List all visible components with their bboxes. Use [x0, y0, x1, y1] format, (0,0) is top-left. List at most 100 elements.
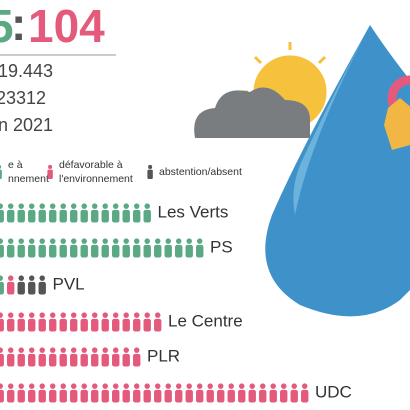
person-icon [0, 383, 4, 403]
icon-head [7, 312, 14, 318]
icon-body [269, 389, 277, 403]
person-icon [133, 203, 141, 223]
person-icon [0, 275, 4, 295]
icon-head [81, 312, 87, 318]
icon-head [270, 383, 276, 389]
icon-body [206, 389, 214, 403]
info-line: 23312 [0, 88, 46, 108]
legend-label: abstention/absent [159, 166, 242, 178]
icon-body [154, 318, 162, 332]
icon-head [133, 383, 140, 389]
person-icon [196, 238, 204, 258]
icon-body [101, 244, 109, 258]
person-icon [133, 383, 141, 403]
icon-head [217, 383, 224, 389]
person-icon [70, 312, 78, 332]
icon-body [91, 389, 99, 403]
info-line: n 2021 [0, 115, 53, 135]
icon-head [18, 347, 24, 353]
person-icon [0, 203, 4, 223]
icon-head [28, 203, 35, 209]
icon-body [7, 209, 15, 223]
icon-head [196, 383, 203, 389]
icon-body [80, 353, 88, 367]
icon-head [154, 312, 161, 318]
icon-head [28, 312, 35, 318]
person-icon [38, 347, 46, 367]
icon-body [143, 244, 151, 258]
person-icon [164, 238, 172, 258]
icon-head [39, 347, 45, 353]
party-label: Les Verts [158, 202, 229, 221]
icon-head [7, 238, 14, 244]
icon-head [102, 238, 108, 244]
person-icon [248, 383, 256, 403]
party-label: Le Centre [168, 311, 243, 330]
icon-body [59, 353, 67, 367]
person-icon [122, 347, 130, 367]
icon-head [301, 383, 308, 389]
icon-body [0, 281, 4, 295]
person-icon [28, 312, 36, 332]
icon-head [133, 347, 140, 353]
legend-label: nnement [8, 173, 49, 185]
icon-body [49, 244, 57, 258]
person-icon [7, 383, 15, 403]
person-icon [91, 347, 99, 367]
icon-body [38, 389, 46, 403]
icon-body [28, 209, 36, 223]
icon-head [148, 164, 153, 169]
person-icon [112, 312, 120, 332]
score-left: 5 [0, 0, 14, 52]
person-icon [143, 383, 151, 403]
person-icon [154, 383, 162, 403]
icon-body [70, 209, 78, 223]
icon-head [81, 238, 87, 244]
icon-body [175, 244, 183, 258]
icon-body [49, 209, 57, 223]
icon-head [0, 165, 2, 169]
person-icon [0, 347, 4, 367]
icon-body [0, 389, 4, 403]
person-icon [147, 164, 153, 179]
person-icon [154, 238, 162, 258]
legend-label: défavorable à [59, 159, 123, 171]
icon-head [70, 312, 77, 318]
icon-body [122, 353, 130, 367]
icon-body [122, 318, 130, 332]
person-icon [49, 203, 57, 223]
icon-body [28, 281, 36, 295]
person-icon [38, 275, 46, 295]
icon-head [228, 383, 234, 389]
person-icon [112, 203, 120, 223]
icon-body [133, 353, 141, 367]
icon-body [80, 389, 88, 403]
person-icon [59, 312, 67, 332]
icon-head [165, 383, 171, 389]
icon-body [49, 318, 57, 332]
icon-head [102, 347, 108, 353]
icon-body [101, 353, 109, 367]
icon-head [154, 383, 161, 389]
person-icon [47, 164, 53, 179]
icon-body [101, 209, 109, 223]
person-icon [7, 312, 15, 332]
icon-body [7, 353, 15, 367]
icon-head [123, 238, 129, 244]
person-icon [196, 383, 204, 403]
icon-body [147, 169, 153, 179]
icon-head [144, 238, 150, 244]
icon-body [59, 209, 67, 223]
icon-body [38, 244, 46, 258]
person-icon [38, 238, 46, 258]
party-label: PVL [53, 274, 85, 293]
icon-head [0, 275, 3, 281]
person-icon [112, 347, 120, 367]
icon-head [39, 275, 45, 281]
icon-body [196, 389, 204, 403]
icon-body [196, 244, 204, 258]
person-icon [101, 238, 109, 258]
icon-head [112, 203, 119, 209]
